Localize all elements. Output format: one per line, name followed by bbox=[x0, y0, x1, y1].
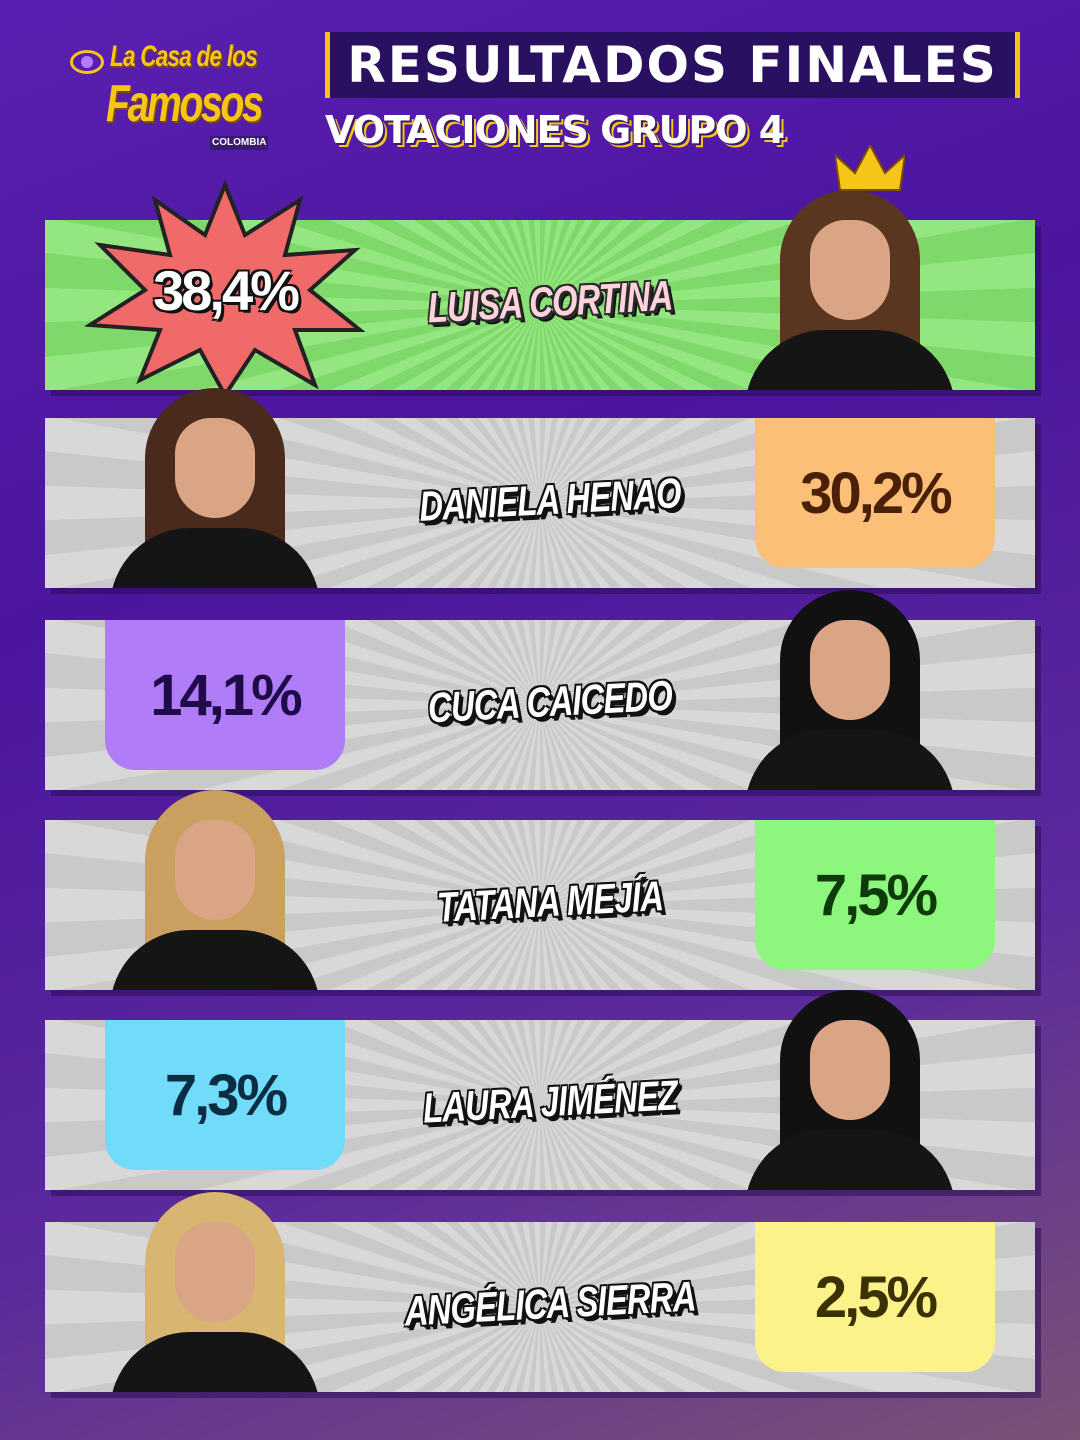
contestant-photo bbox=[725, 180, 975, 390]
crown-icon bbox=[835, 145, 905, 191]
show-logo: La Casa de los Famosos COLOMBIA bbox=[70, 40, 300, 155]
result-row: 38,4% LUISA CORTINA bbox=[45, 145, 1035, 399]
logo-line-3: COLOMBIA bbox=[210, 136, 269, 150]
contestant-name: LUISA CORTINA bbox=[426, 271, 674, 332]
vote-percent-badge: 30,2% bbox=[755, 418, 995, 568]
eye-icon bbox=[70, 50, 104, 74]
result-row: 7,3% LAURA JIMÉNEZ bbox=[45, 990, 1035, 1190]
contestant-photo bbox=[725, 980, 975, 1190]
logo-line-1: La Casa de los bbox=[110, 40, 258, 73]
page-subtitle: VOTACIONES GRUPO 4 bbox=[325, 108, 785, 152]
result-row: 2,5% ANGÉLICA SIERRA bbox=[45, 1192, 1035, 1392]
vote-percent: 7,5% bbox=[814, 862, 938, 928]
contestant-name: ANGÉLICA SIERRA bbox=[403, 1272, 697, 1335]
result-row: 7,5% TATANA MEJÍA bbox=[45, 790, 1035, 990]
vote-percent: 14,1% bbox=[150, 662, 302, 728]
vote-percent: 38,4% bbox=[153, 258, 300, 322]
contestant-name: DANIELA HENAO bbox=[418, 469, 682, 530]
contestant-photo bbox=[725, 580, 975, 790]
vote-percent-badge: 2,5% bbox=[755, 1222, 995, 1372]
contestant-name: CUCA CAICEDO bbox=[426, 671, 674, 732]
contestant-name: LAURA JIMÉNEZ bbox=[421, 1071, 679, 1132]
vote-percent-badge: 7,3% bbox=[105, 1020, 345, 1170]
vote-percent: 30,2% bbox=[800, 460, 952, 526]
contestant-photo bbox=[90, 1182, 340, 1392]
vote-percent: 7,3% bbox=[164, 1062, 288, 1128]
vote-percent-badge: 14,1% bbox=[105, 620, 345, 770]
contestant-name: TATANA MEJÍA bbox=[435, 872, 665, 931]
starburst-badge: 38,4% bbox=[83, 179, 366, 400]
result-row: 14,1% CUCA CAICEDO bbox=[45, 590, 1035, 790]
contestant-photo bbox=[90, 780, 340, 990]
page-title: RESULTADOS FINALES bbox=[347, 36, 998, 94]
vote-percent-badge: 7,5% bbox=[755, 820, 995, 970]
result-row: 30,2% DANIELA HENAO bbox=[45, 388, 1035, 588]
vote-percent: 2,5% bbox=[814, 1264, 938, 1330]
title-banner: RESULTADOS FINALES bbox=[325, 32, 1020, 98]
logo-line-2: Famosos bbox=[106, 75, 264, 133]
contestant-photo bbox=[90, 378, 340, 588]
